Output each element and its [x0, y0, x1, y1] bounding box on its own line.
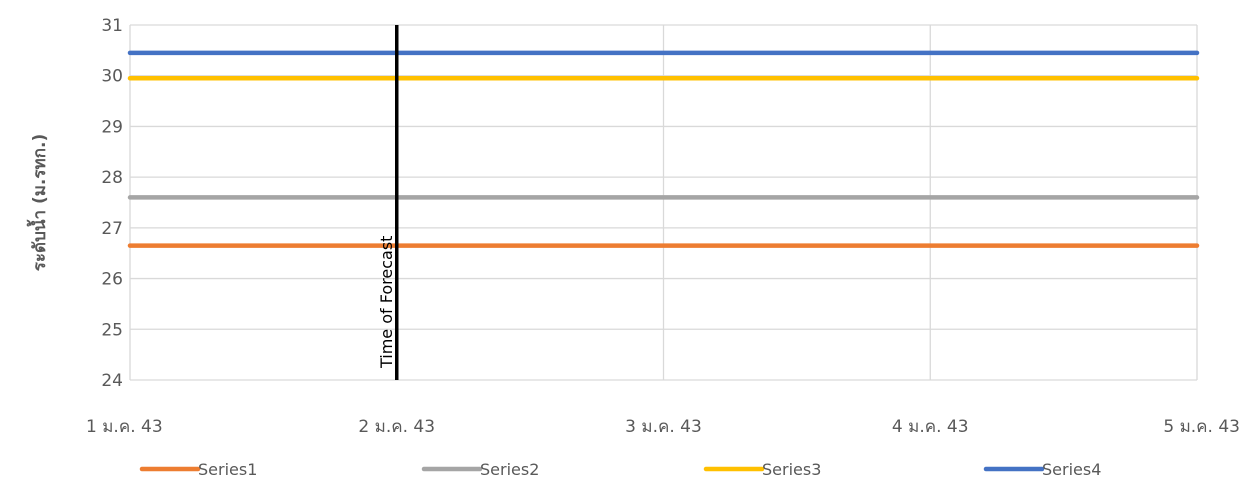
y-tick-label: 31	[101, 16, 123, 36]
forecast-time-label: Time of Forecast	[377, 236, 396, 369]
x-tick-label: 3 ม.ค. 43	[625, 417, 702, 437]
legend-label: Series4	[1042, 460, 1101, 479]
y-tick-label: 24	[101, 371, 123, 391]
legend-item-1: Series1	[139, 460, 257, 479]
x-tick-label: 5 ม.ค. 43	[1163, 417, 1240, 437]
y-tick-label: 26	[101, 270, 123, 290]
y-tick-label: 28	[101, 168, 123, 188]
x-axis-ticks: 1 ม.ค. 43 2 ม.ค. 43 3 ม.ค. 43 4 ม.ค. 43 5 ม.…	[86, 417, 1240, 437]
legend-label: Series1	[198, 460, 257, 479]
y-tick-label: 25	[101, 320, 123, 340]
x-tick-label: 2 ม.ค. 43	[358, 417, 435, 437]
y-axis-label: ระดับน้ำ (ม.รทก.)	[26, 134, 50, 271]
y-tick-label: 27	[101, 219, 123, 239]
legend-label: Series3	[762, 460, 821, 479]
y-axis-ticks: 24 25 26 27 28 29 30 31	[101, 16, 123, 391]
y-tick-label: 29	[101, 117, 123, 137]
legend-item-3: Series3	[703, 460, 821, 479]
grid-lines	[129, 24, 1198, 381]
annotation-layer: Time of Forecast	[377, 25, 399, 380]
x-tick-label: 4 ม.ค. 43	[892, 417, 969, 437]
x-tick-label: 1 ม.ค. 43	[86, 417, 163, 437]
series-layer	[127, 50, 1200, 248]
legend-item-4: Series4	[983, 460, 1101, 479]
legend-item-2: Series2	[421, 460, 539, 479]
legend: Series1 Series2 Series3 Series4	[139, 460, 1101, 479]
y-tick-label: 30	[101, 67, 123, 87]
legend-label: Series2	[480, 460, 539, 479]
